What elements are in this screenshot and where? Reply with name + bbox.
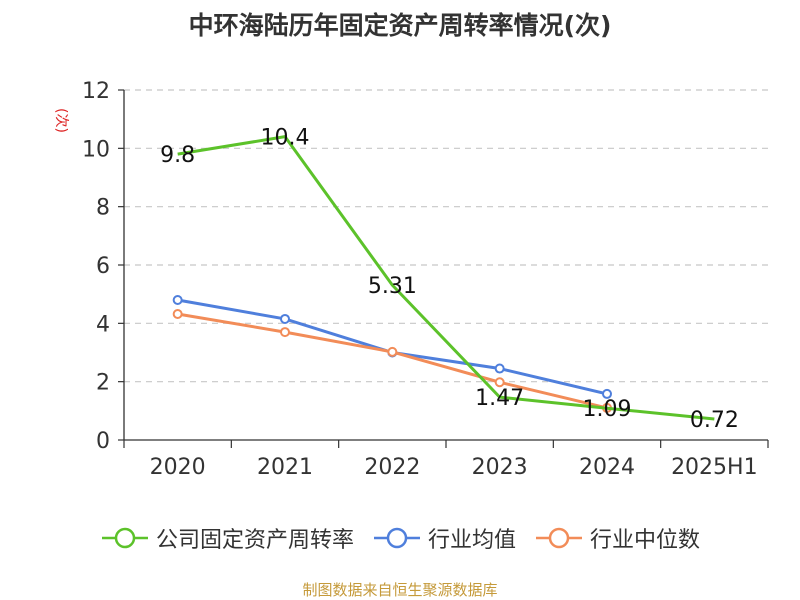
data-label: 5.31 <box>368 274 417 299</box>
series-point-1 <box>280 313 290 324</box>
y-tick-label: 0 <box>96 429 110 454</box>
legend-swatch-company <box>101 527 148 549</box>
series-point-1 <box>494 363 505 374</box>
y-tick-label: 8 <box>96 196 110 221</box>
legend: 公司固定资产周转率 行业均值 行业中位数 <box>0 520 800 556</box>
data-label: 9.8 <box>160 143 195 168</box>
series-point-2 <box>494 377 505 388</box>
y-tick-label: 12 <box>82 79 110 104</box>
series-lines <box>172 135 715 421</box>
x-tick-label: 2024 <box>579 455 635 480</box>
axes: 0 2 4 6 8 10 12 2020 2021 2022 2023 2024 2025H1 <box>82 79 769 480</box>
x-tick-label: 2025H1 <box>671 455 758 480</box>
series-line-2 <box>177 312 608 410</box>
y-tick-label: 10 <box>82 137 110 162</box>
series-point-2 <box>172 309 183 319</box>
series-line-0 <box>177 135 715 421</box>
series-point-2 <box>387 346 398 357</box>
x-tick-label: 2021 <box>257 455 313 480</box>
legend-swatch-average <box>373 527 420 549</box>
x-tick-label: 2022 <box>364 455 420 480</box>
x-tick-label: 2023 <box>472 455 528 480</box>
legend-label-median: 行业中位数 <box>590 528 701 553</box>
grid-lines <box>124 89 768 383</box>
chart-title: 中环海陆历年固定资产周转率情况(次) <box>188 11 612 40</box>
legend-item-average[interactable]: 行业均值 <box>372 522 516 554</box>
legend-label-average: 行业均值 <box>427 528 516 553</box>
data-label: 1.09 <box>583 397 632 422</box>
y-tick-label: 4 <box>96 312 110 337</box>
legend-item-company[interactable]: 公司固定资产周转率 <box>100 522 354 554</box>
series-point-1 <box>172 295 183 305</box>
y-tick-label: 6 <box>96 254 110 279</box>
legend-item-median[interactable]: 行业中位数 <box>534 522 700 554</box>
data-label: 1.47 <box>475 386 524 411</box>
y-tick-label: 2 <box>96 371 110 396</box>
data-label: 10.4 <box>261 126 310 151</box>
legend-label-company: 公司固定资产周转率 <box>155 528 354 553</box>
x-tick-label: 2020 <box>150 455 206 480</box>
source-note: 制图数据来自恒生聚源数据库 <box>302 581 498 599</box>
data-label: 0.72 <box>690 408 739 433</box>
legend-swatch-median <box>536 527 582 549</box>
series-point-2 <box>280 327 290 338</box>
series-point-1 <box>602 388 612 399</box>
data-labels: 9.8 10.4 5.31 1.47 1.09 0.72 <box>160 126 739 433</box>
